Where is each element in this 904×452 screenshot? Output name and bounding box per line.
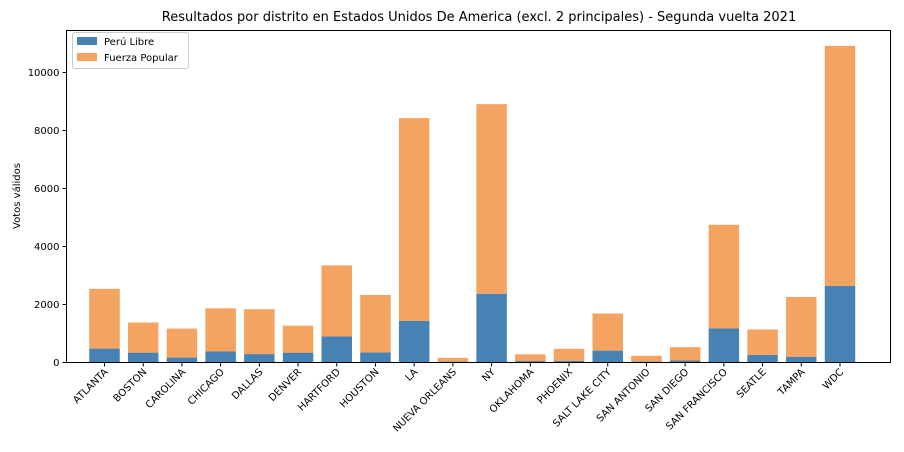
bar-peru-libre-hartford: [321, 336, 353, 363]
bar-fuerza-popular-chicago: [205, 308, 236, 352]
legend-label-peru-libre: Perú Libre: [104, 36, 154, 48]
x-tick-label: CAROLINA: [144, 367, 188, 411]
x-tick-label: ATLANTA: [71, 367, 110, 406]
y-tick-label: 10000: [28, 68, 60, 79]
bar-peru-libre-san-diego: [669, 360, 701, 363]
x-tick-label: HARTFORD: [296, 367, 343, 414]
bar-peru-libre-ny: [476, 293, 507, 363]
x-tick-label: NY: [480, 366, 498, 384]
bar-peru-libre-dallas: [244, 354, 275, 363]
plot-frame: [66, 30, 891, 363]
bar-peru-libre-boston: [127, 352, 159, 363]
bar-fuerza-popular-san-antonio: [631, 355, 662, 362]
bar-peru-libre-denver: [282, 352, 314, 363]
bar-fuerza-popular-ny: [476, 104, 507, 294]
bar-peru-libre-seatle: [747, 354, 778, 363]
bar-fuerza-popular-denver: [282, 325, 314, 353]
x-tick-label: DENVER: [267, 367, 304, 404]
bar-peru-libre-la: [398, 320, 430, 363]
x-tick-label: PHOENIX: [536, 367, 576, 407]
bar-peru-libre-salt-lake-city: [592, 350, 623, 363]
legend-swatch-fuerza-popular: [77, 53, 97, 61]
bar-fuerza-popular-wdc: [824, 45, 856, 286]
bar-peru-libre-san-francisco: [708, 328, 740, 363]
legend-label-fuerza-popular: Fuerza Popular: [104, 53, 179, 64]
bar-peru-libre-phoenix: [553, 360, 585, 363]
bar-peru-libre-houston: [360, 352, 391, 363]
legend: Perú Libre Fuerza Popular: [72, 32, 189, 69]
bar-peru-libre-chicago: [205, 351, 236, 363]
bar-fuerza-popular-oklahoma: [515, 354, 546, 362]
x-tick-label: WDC: [821, 367, 846, 392]
bar-peru-libre-wdc: [824, 285, 856, 363]
bar-fuerza-popular-san-francisco: [708, 224, 740, 329]
bar-fuerza-popular-seatle: [747, 329, 778, 355]
x-tick-label: CHICAGO: [186, 367, 227, 408]
bar-fuerza-popular-dallas: [244, 309, 275, 355]
chart-title: Resultados por distrito en Estados Unido…: [162, 10, 796, 25]
bars-group: [89, 45, 856, 363]
x-tick-label: NUEVA ORLEANS: [391, 367, 459, 435]
y-tick-label: 0: [53, 358, 59, 369]
bar-fuerza-popular-houston: [360, 294, 391, 353]
bar-fuerza-popular-carolina: [166, 328, 198, 358]
y-tick-label: 6000: [34, 184, 59, 195]
bar-fuerza-popular-la: [398, 118, 430, 321]
bar-fuerza-popular-san-diego: [669, 347, 701, 361]
bar-fuerza-popular-salt-lake-city: [592, 313, 623, 351]
y-tick-label: 2000: [34, 300, 59, 311]
legend-swatch-peru-libre: [77, 37, 97, 45]
bar-fuerza-popular-hartford: [321, 265, 353, 337]
bar-fuerza-popular-phoenix: [553, 348, 585, 361]
x-tick-label: BOSTON: [112, 367, 150, 405]
bar-fuerza-popular-atlanta: [89, 288, 120, 349]
y-tick-label: 8000: [34, 126, 59, 137]
y-tick-label: 4000: [34, 242, 59, 253]
x-tick-label: HOUSTON: [338, 367, 382, 411]
legend-box: [72, 32, 189, 69]
x-tick-label: DALLAS: [230, 367, 265, 402]
x-tick-label: LA: [404, 367, 421, 384]
bar-fuerza-popular-boston: [127, 322, 159, 353]
bar-fuerza-popular-nueva-orleans: [437, 357, 469, 362]
bar-peru-libre-carolina: [166, 357, 198, 363]
bar-peru-libre-tampa: [786, 356, 817, 363]
bar-peru-libre-oklahoma: [515, 361, 546, 363]
y-axis: 0 2000 4000 6000 8000 10000: [28, 68, 67, 369]
bar-fuerza-popular-tampa: [786, 296, 817, 357]
x-tick-label: TAMPA: [776, 367, 808, 399]
bar-peru-libre-atlanta: [89, 348, 120, 363]
x-tick-label: SEATLE: [735, 367, 769, 401]
y-axis-label: Votos válidos: [11, 163, 23, 229]
